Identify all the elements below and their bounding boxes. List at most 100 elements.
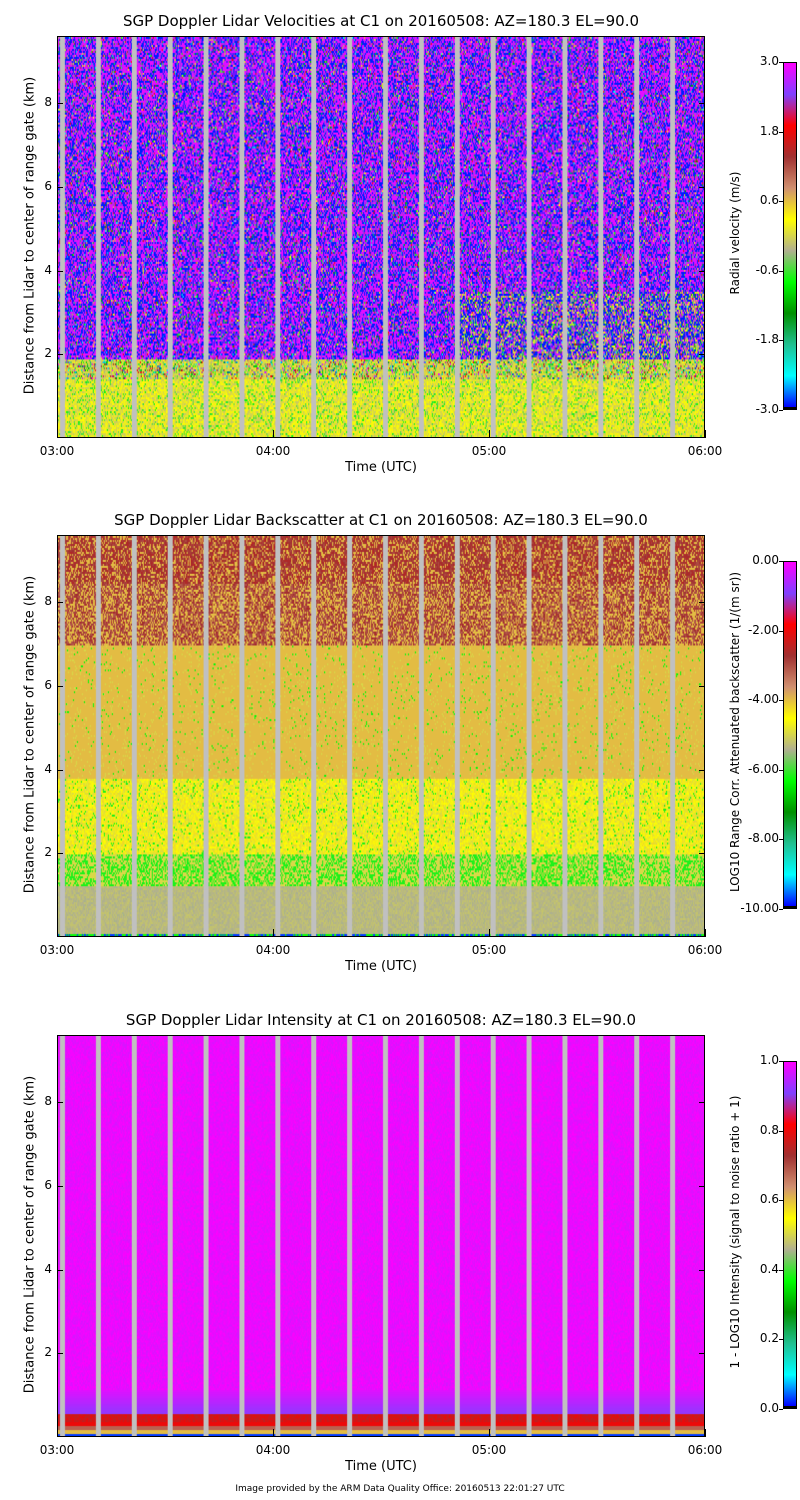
chart-panel-2: SGP Doppler Lidar Backscatter at C1 on 2…	[0, 499, 800, 999]
y-tick-mark	[699, 1270, 705, 1271]
y-tick-mark	[57, 1353, 63, 1354]
y-tick-mark	[57, 354, 63, 355]
y-axis-label: Distance from Lidar to center of range g…	[23, 1025, 38, 1445]
x-tick-label: 06:00	[675, 444, 735, 458]
x-tick-label: 05:00	[459, 1443, 519, 1457]
y-tick-label: 2	[38, 346, 52, 360]
y-tick-label: 8	[38, 95, 52, 109]
heatmap-plot-area	[57, 535, 705, 937]
x-tick-mark	[57, 929, 58, 937]
x-tick-label: 04:00	[243, 1443, 303, 1457]
x-tick-mark	[489, 430, 490, 438]
x-tick-label: 06:00	[675, 943, 735, 957]
y-tick-label: 4	[38, 1262, 52, 1276]
y-tick-mark	[57, 103, 63, 104]
y-tick-mark	[57, 686, 63, 687]
colorbar-tick-mark	[779, 201, 783, 202]
x-tick-label: 05:00	[459, 943, 519, 957]
y-tick-mark	[57, 187, 63, 188]
colorbar-tick-mark	[779, 340, 783, 341]
x-tick-label: 03:00	[27, 444, 87, 458]
y-tick-mark	[699, 1353, 705, 1354]
y-tick-mark	[699, 602, 705, 603]
heatmap-image	[58, 536, 704, 936]
colorbar	[783, 62, 797, 410]
heatmap-plot-area	[57, 1035, 705, 1437]
colorbar-label: 1 - LOG10 Intensity (signal to noise rat…	[728, 1042, 742, 1422]
x-axis-label: Time (UTC)	[57, 959, 705, 974]
x-tick-label: 03:00	[27, 943, 87, 957]
y-tick-mark	[699, 187, 705, 188]
colorbar-tick-mark	[779, 1061, 783, 1062]
colorbar-tick-mark	[779, 700, 783, 701]
y-tick-mark	[57, 602, 63, 603]
y-tick-label: 8	[38, 1094, 52, 1108]
x-tick-label: 04:00	[243, 444, 303, 458]
colorbar-tick-mark	[779, 1131, 783, 1132]
x-tick-label: 06:00	[675, 1443, 735, 1457]
colorbar-tick-mark	[779, 561, 783, 562]
y-tick-mark	[699, 770, 705, 771]
x-tick-mark	[489, 929, 490, 937]
colorbar-tick-mark	[779, 1270, 783, 1271]
chart-title: SGP Doppler Lidar Backscatter at C1 on 2…	[57, 511, 705, 529]
x-tick-mark	[273, 929, 274, 937]
y-tick-label: 2	[38, 1345, 52, 1359]
x-tick-label: 03:00	[27, 1443, 87, 1457]
heatmap-image	[58, 37, 704, 437]
colorbar	[783, 1061, 797, 1409]
colorbar-tick-mark	[779, 1339, 783, 1340]
y-tick-mark	[699, 853, 705, 854]
y-tick-label: 2	[38, 845, 52, 859]
x-tick-mark	[273, 1429, 274, 1437]
y-tick-label: 4	[38, 762, 52, 776]
chart-panel-3: SGP Doppler Lidar Intensity at C1 on 201…	[0, 999, 800, 1499]
colorbar-tick-mark	[779, 1409, 783, 1410]
colorbar-tick-mark	[779, 839, 783, 840]
y-tick-mark	[57, 770, 63, 771]
y-tick-mark	[699, 271, 705, 272]
x-axis-label: Time (UTC)	[57, 1459, 705, 1474]
y-tick-mark	[699, 686, 705, 687]
x-tick-mark	[705, 929, 706, 937]
colorbar-label: Radial velocity (m/s)	[728, 43, 742, 423]
x-tick-mark	[57, 430, 58, 438]
y-tick-label: 4	[38, 263, 52, 277]
x-tick-mark	[705, 1429, 706, 1437]
colorbar-tick-mark	[779, 62, 783, 63]
y-tick-mark	[57, 271, 63, 272]
y-tick-mark	[57, 853, 63, 854]
chart-title: SGP Doppler Lidar Intensity at C1 on 201…	[57, 1011, 705, 1029]
y-tick-mark	[57, 1102, 63, 1103]
colorbar-tick-mark	[779, 770, 783, 771]
colorbar-tick-mark	[779, 631, 783, 632]
chart-panel-1: SGP Doppler Lidar Velocities at C1 on 20…	[0, 0, 800, 500]
y-tick-mark	[57, 1186, 63, 1187]
y-tick-mark	[699, 354, 705, 355]
x-tick-mark	[273, 430, 274, 438]
chart-title: SGP Doppler Lidar Velocities at C1 on 20…	[57, 12, 705, 30]
colorbar-tick-mark	[779, 132, 783, 133]
colorbar-tick-mark	[779, 1200, 783, 1201]
x-tick-mark	[705, 430, 706, 438]
footer-credit: Image provided by the ARM Data Quality O…	[0, 1484, 800, 1494]
x-tick-label: 04:00	[243, 943, 303, 957]
y-tick-label: 8	[38, 594, 52, 608]
y-tick-label: 6	[38, 1178, 52, 1192]
y-tick-mark	[699, 1102, 705, 1103]
colorbar	[783, 561, 797, 909]
x-tick-mark	[57, 1429, 58, 1437]
heatmap-image	[58, 1036, 704, 1436]
y-axis-label: Distance from Lidar to center of range g…	[23, 525, 38, 945]
colorbar-tick-mark	[779, 909, 783, 910]
colorbar-tick-mark	[779, 410, 783, 411]
y-tick-mark	[699, 1186, 705, 1187]
y-tick-mark	[57, 1270, 63, 1271]
y-tick-label: 6	[38, 179, 52, 193]
y-axis-label: Distance from Lidar to center of range g…	[23, 26, 38, 446]
heatmap-plot-area	[57, 36, 705, 438]
x-axis-label: Time (UTC)	[57, 460, 705, 475]
x-tick-mark	[489, 1429, 490, 1437]
x-tick-label: 05:00	[459, 444, 519, 458]
y-tick-label: 6	[38, 678, 52, 692]
